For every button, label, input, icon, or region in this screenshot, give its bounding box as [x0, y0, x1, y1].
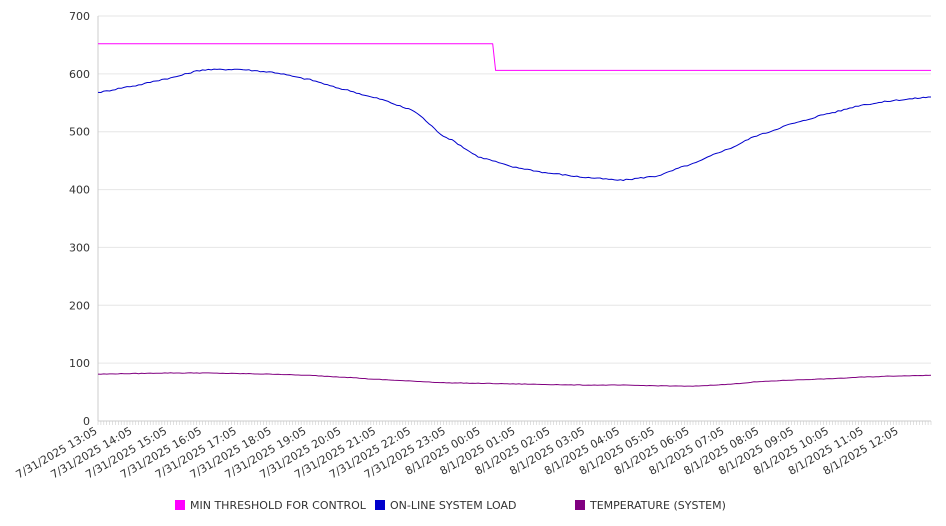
legend-swatch — [575, 500, 585, 510]
legend-item: MIN THRESHOLD FOR CONTROL — [175, 499, 367, 512]
y-tick-label: 300 — [69, 241, 90, 254]
y-tick-label: 200 — [69, 299, 90, 312]
series-line-1 — [97, 68, 931, 181]
y-tick-label: 400 — [69, 184, 90, 197]
legend-swatch — [375, 500, 385, 510]
legend-label: ON-LINE SYSTEM LOAD — [390, 499, 516, 512]
legend-item: TEMPERATURE (SYSTEM) — [575, 499, 726, 512]
y-tick-label: 600 — [69, 68, 90, 81]
legend: MIN THRESHOLD FOR CONTROL ON-LINE SYSTEM … — [175, 499, 726, 512]
grid — [98, 15, 931, 364]
legend-item: ON-LINE SYSTEM LOAD — [375, 499, 516, 512]
legend-swatch — [175, 500, 185, 510]
y-tick-label: 100 — [69, 357, 90, 370]
y-tick-label: 500 — [69, 126, 90, 139]
series-line-0 — [98, 43, 931, 71]
legend-label: MIN THRESHOLD FOR CONTROL — [190, 499, 367, 512]
y-tick-label: 700 — [69, 10, 90, 23]
y-tick-label: 0 — [83, 415, 90, 428]
series-line-2 — [97, 372, 932, 387]
legend-label: TEMPERATURE (SYSTEM) — [589, 499, 726, 512]
series-lines — [97, 43, 932, 387]
